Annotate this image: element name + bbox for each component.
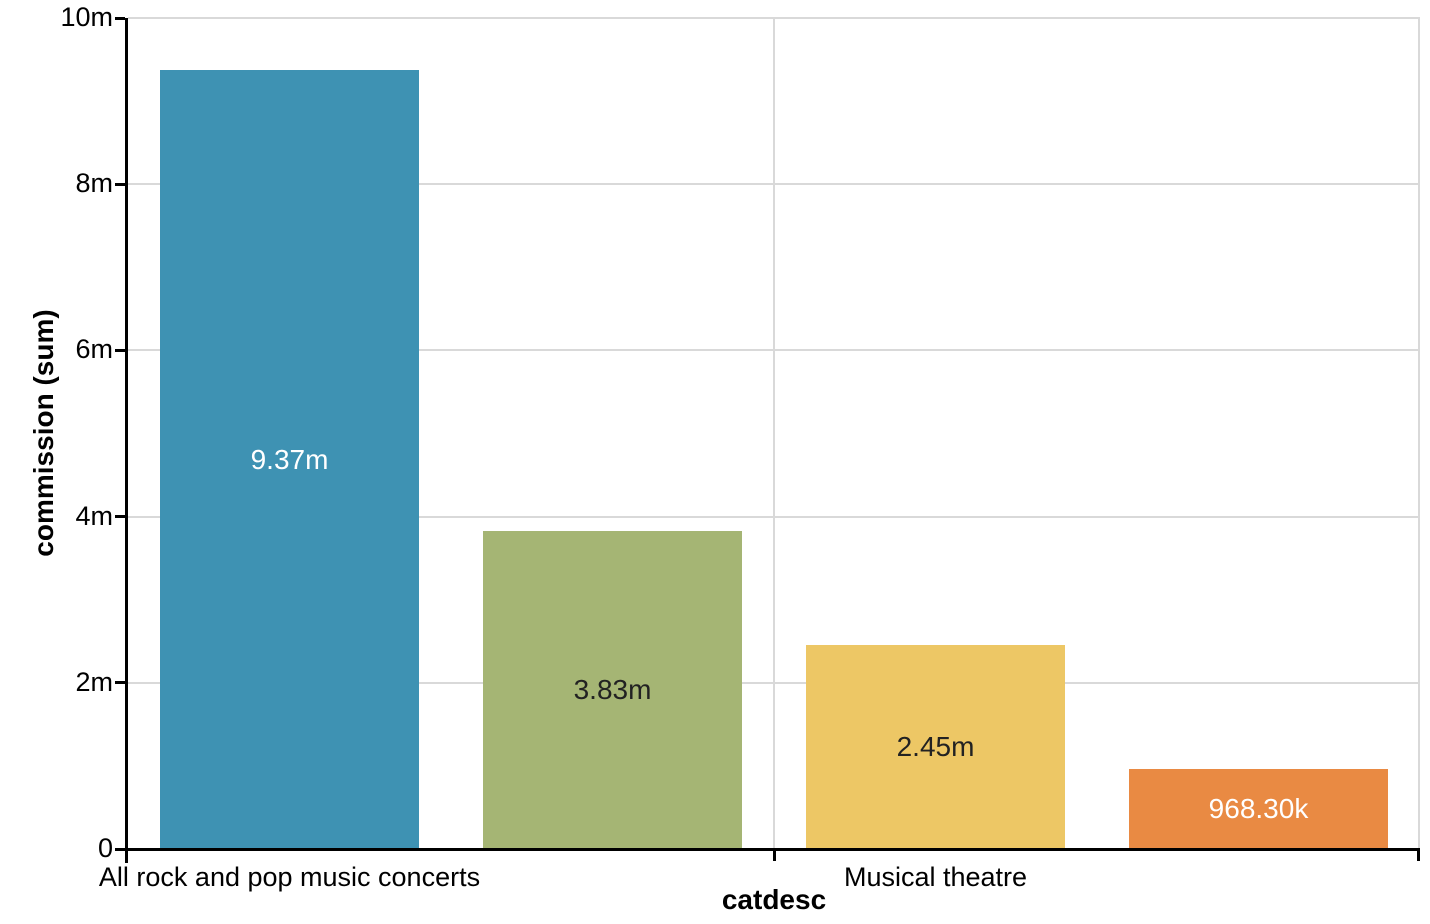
- bar: [806, 645, 1065, 849]
- bar: [483, 530, 742, 849]
- y-axis-tick: [115, 348, 125, 352]
- bar-value-label: 968.30k: [1208, 792, 1309, 824]
- x-axis-title: catdesc: [721, 884, 827, 915]
- y-axis-line: [125, 18, 128, 863]
- x-category-label: All rock and pop music concerts: [98, 862, 481, 892]
- bar: [1129, 768, 1388, 849]
- x-axis-tick: [1417, 849, 1420, 861]
- x-axis-tick: [772, 849, 776, 861]
- bar-value-label: 9.37m: [250, 443, 329, 475]
- plot-right-border: [1418, 18, 1420, 849]
- bar-value-label: 3.83m: [573, 673, 652, 705]
- y-tick-label: 6m: [75, 334, 113, 365]
- y-axis-tick: [115, 182, 125, 186]
- y-axis-title: commission (sum): [28, 309, 59, 557]
- bar-value-label: 2.45m: [896, 731, 975, 763]
- x-category-label: Musical theatre: [843, 862, 1028, 892]
- y-tick-label: 0: [97, 832, 113, 863]
- bar: [160, 70, 419, 849]
- x-axis-line: [125, 848, 1420, 851]
- x-gridline-category-boundary: [773, 18, 775, 849]
- y-axis-tick: [115, 847, 125, 851]
- y-axis-tick: [115, 16, 125, 20]
- y-axis-tick: [115, 681, 125, 685]
- y-tick-label: 2m: [75, 666, 113, 697]
- y-tick-label: 4m: [75, 500, 113, 531]
- y-tick-label: 8m: [75, 168, 113, 199]
- y-axis-tick: [115, 515, 125, 519]
- plot-area: 0 2m 4m 6m 8m 10m 9.37m 3.83m 2.45m 968.30k All ro…: [60, 2, 1420, 892]
- y-tick-label: 10m: [60, 1, 113, 32]
